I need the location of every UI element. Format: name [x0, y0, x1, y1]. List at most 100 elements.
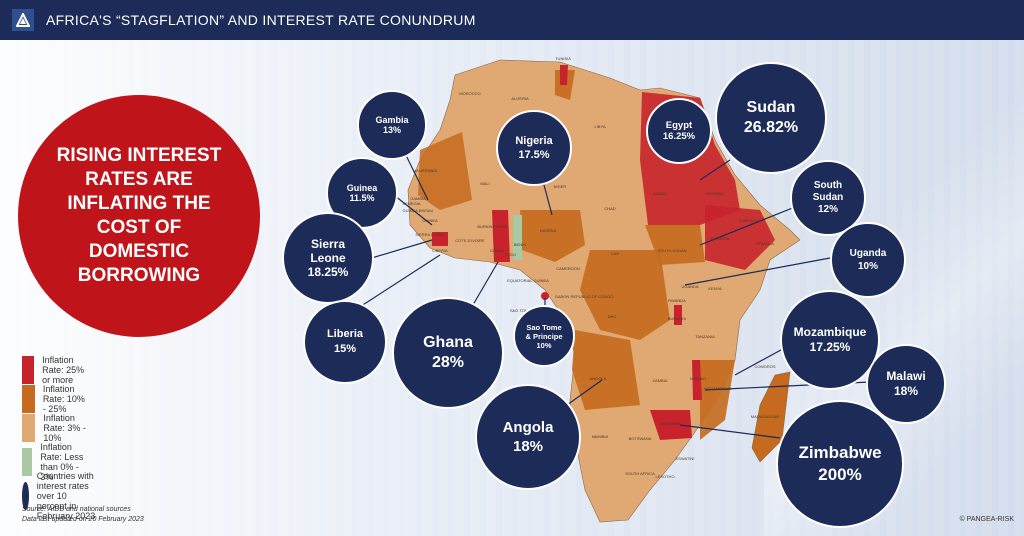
page-title: AFRICA'S “STAGFLATION” AND INTEREST RATE… — [46, 12, 476, 28]
map-country-label: BURUNDI — [668, 316, 686, 321]
region-south-sudan — [645, 225, 705, 265]
bubble-uganda: Uganda 10% — [830, 222, 906, 298]
legend-swatch — [22, 385, 35, 413]
bubble-country-name: Sudan — [746, 99, 796, 116]
region-togo-benin — [513, 215, 522, 260]
bubble-country-rate: 18% — [512, 438, 544, 455]
map-country-label: ESWATINI — [676, 456, 695, 461]
map-country-label: TANZANIA — [695, 334, 715, 339]
pangea-logo-icon — [12, 9, 34, 31]
map-country-label: TUNISIA — [555, 56, 571, 61]
bubble-zimbabwe: Zimbabwe 200% — [776, 400, 904, 528]
map-country-label: REPUBLIC OF CONGO — [571, 294, 614, 299]
bubble-country-name: Sudan — [812, 192, 844, 203]
bubble-country-name: South — [813, 180, 843, 191]
legend-label: Inflation Rate: Less than 0% - 3% — [40, 442, 84, 482]
map-country-label: MOZAMBIQUE — [704, 386, 732, 391]
map-country-label: GHANA — [490, 248, 505, 253]
map-country-label: ETHIOPIA — [711, 236, 730, 241]
bubble-country-rate: 11.5% — [349, 193, 375, 203]
bubble-country-name: Uganda — [849, 248, 887, 259]
bubble-sudan: Sudan 26.82% — [715, 62, 827, 174]
bubble-country-rate: 12% — [817, 204, 838, 215]
map-country-label: MALI — [480, 181, 489, 186]
bubble-country-name: Gambia — [375, 115, 409, 125]
map-country-label: MAURITANIA — [413, 168, 438, 173]
legend-label: Inflation Rate: 10% - 25% — [42, 384, 85, 414]
region-drc — [580, 250, 670, 340]
map-country-label: COMOROS — [754, 364, 775, 369]
bubble-country-rate: 16.25% — [662, 131, 696, 142]
map-country-label: EQUATORIAL GUINEA — [507, 278, 549, 283]
bubble-country-rate: 17.25% — [809, 340, 851, 354]
legend-label: Inflation Rate: 25% or more — [42, 355, 85, 385]
region-nigeria — [520, 210, 585, 262]
map-country-label: TOGO — [504, 252, 516, 257]
bubble-south-sudan: South Sudan 12% — [790, 160, 866, 236]
bubble-country-rate: 28% — [431, 354, 465, 371]
headline-text: RISING INTEREST RATES ARE INFLATING THE … — [56, 145, 222, 286]
bubble-country-name: Egypt — [665, 120, 693, 131]
bubble-country-rate: 13% — [382, 125, 401, 135]
legend-item-25-plus: Inflation Rate: 25% or more — [22, 355, 90, 385]
region-tunisia — [560, 65, 568, 85]
map-country-label: RWANDA — [668, 298, 686, 303]
map-country-label: ZIMBABWE — [659, 421, 681, 426]
map-country-label: CAR — [611, 251, 620, 256]
bubble-country-rate: 18.25% — [307, 265, 349, 279]
bubble-country-name: Angola — [502, 419, 554, 436]
map-country-label: ANGOLA — [590, 376, 607, 381]
bubble-country-name: Mozambique — [793, 325, 867, 339]
legend-swatch — [22, 356, 35, 384]
legend-swatch — [22, 448, 33, 476]
bubble-sierra-leone: Sierra Leone 18.25% — [282, 212, 374, 304]
map-country-label: BENIN — [514, 242, 526, 247]
region-ghana — [492, 210, 510, 262]
map-country-label: BURKINA FASO — [477, 224, 506, 229]
bubble-country-name: Liberia — [326, 328, 364, 340]
bubble-sao-tome-principe: Sao Tome & Principe 10% — [513, 305, 575, 367]
bubble-nigeria: Nigeria 17.5% — [496, 110, 572, 186]
headline-circle: RISING INTEREST RATES ARE INFLATING THE … — [18, 95, 260, 337]
region-mauritania — [418, 132, 472, 210]
bubble-angola: Angola 18% — [475, 384, 581, 490]
bubble-country-name: Ghana — [423, 334, 473, 351]
map-country-label: NIGER — [554, 184, 567, 189]
bubble-country-name: Malawi — [886, 369, 926, 383]
header-bar: AFRICA'S “STAGFLATION” AND INTEREST RATE… — [0, 0, 1024, 40]
map-country-label: CAMEROON — [556, 266, 580, 271]
region-ethiopia — [705, 205, 775, 270]
source-date: Data last updated on 20 February 2023 — [22, 516, 144, 523]
map-country-label: DRC — [608, 314, 617, 319]
bubble-country-name: Guinea — [346, 183, 378, 193]
bubble-malawi: Malawi 18% — [866, 344, 946, 424]
map-country-label: SOMALIA — [756, 241, 774, 246]
region-mozambique — [700, 360, 735, 440]
legend-swatch — [22, 414, 36, 442]
map-label-layer: MOROCCO ALGERIA LIBYA MAURITANIA MALI NIGER CH… — [403, 56, 780, 479]
region-rwanda-burundi — [674, 305, 682, 325]
bubble-country-name: Zimbabwe — [798, 443, 882, 462]
legend-item-3-10: Inflation Rate: 3% - 10% — [22, 413, 90, 443]
map-country-label: SENEGAL — [403, 201, 423, 206]
bubble-country-rate: 18% — [893, 384, 919, 398]
bubble-mozambique: Mozambique 17.25% — [780, 290, 880, 390]
map-country-label: KENYA — [708, 286, 722, 291]
source-note: Source: AfDB and national sources Data l… — [22, 505, 144, 525]
bubble-country-name: & Principe — [525, 331, 563, 341]
map-country-label: BOTSWANA — [629, 436, 652, 441]
map-country-label: CHAD — [604, 206, 615, 211]
bubble-country-rate: 10% — [857, 261, 878, 272]
map-country-label: LESOTHO — [655, 474, 674, 479]
bubble-country-name: Nigeria — [515, 135, 553, 147]
map-country-label: GUINEA — [422, 218, 438, 223]
region-sierra-leone — [432, 232, 448, 246]
map-country-label: SOUTH SUDAN — [657, 248, 686, 253]
bubble-country-rate: 26.82% — [743, 119, 799, 136]
bubble-country-name: Leone — [310, 251, 346, 265]
bubble-country-rate: 10% — [536, 340, 552, 350]
bubble-country-rate: 17.5% — [518, 149, 550, 161]
map-country-label: ALGERIA — [511, 96, 529, 101]
bubble-egypt: Egypt 16.25% — [646, 98, 712, 164]
map-country-label: ERITREA — [706, 191, 724, 196]
